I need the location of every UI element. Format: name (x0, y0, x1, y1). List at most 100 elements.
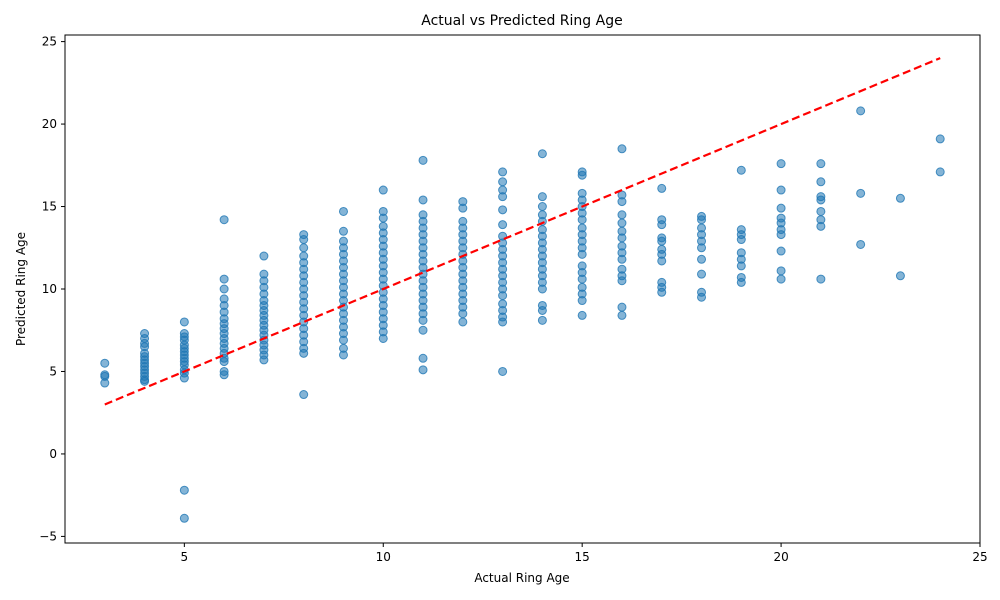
reference-line (104, 57, 941, 406)
data-point (657, 220, 667, 230)
data-point (458, 203, 468, 213)
data-point (219, 274, 229, 284)
data-point (537, 315, 547, 325)
data-point (418, 315, 428, 325)
data-point (697, 269, 707, 279)
data-point (498, 205, 508, 215)
data-point (577, 170, 587, 180)
data-point (657, 287, 667, 297)
data-point (338, 335, 348, 345)
data-point (697, 292, 707, 302)
data-point (418, 325, 428, 335)
data-point (378, 213, 388, 223)
data-point (498, 220, 508, 230)
x-tick-label: 5 (181, 550, 189, 564)
data-point (617, 302, 627, 312)
data-point (816, 206, 826, 216)
data-point (617, 197, 627, 207)
y-tick-label: 5 (49, 364, 57, 378)
data-point (537, 305, 547, 315)
data-point (895, 193, 905, 203)
data-point (577, 274, 587, 284)
data-point (657, 236, 667, 246)
data-point (219, 284, 229, 294)
data-point (219, 357, 229, 367)
x-tick-label: 20 (773, 550, 788, 564)
data-point (617, 310, 627, 320)
data-point (179, 485, 189, 495)
data-point (617, 233, 627, 243)
data-point (816, 274, 826, 284)
data-point (418, 353, 428, 363)
data-point (498, 192, 508, 202)
data-point (498, 291, 508, 301)
data-point (736, 235, 746, 245)
data-point (935, 167, 945, 177)
data-point (776, 159, 786, 169)
y-axis-ticks: −5 0 5 10 15 20 25 (39, 35, 65, 543)
data-point (577, 310, 587, 320)
data-point (776, 203, 786, 213)
data-point (100, 378, 110, 388)
data-point (179, 317, 189, 327)
data-point (378, 333, 388, 343)
data-point (498, 366, 508, 376)
x-axis-label: Actual Ring Age (474, 571, 569, 585)
data-point (816, 221, 826, 231)
data-point (577, 215, 587, 225)
data-point (458, 317, 468, 327)
data-point (259, 355, 269, 365)
chart-title: Actual vs Predicted Ring Age (421, 13, 622, 29)
data-point (776, 246, 786, 256)
data-point (816, 195, 826, 205)
data-point (537, 192, 547, 202)
y-tick-label: 25 (42, 35, 57, 49)
data-point (577, 296, 587, 306)
y-tick-label: 20 (42, 117, 57, 131)
data-point (179, 373, 189, 383)
data-point (617, 144, 627, 154)
data-point (697, 254, 707, 264)
data-point (617, 254, 627, 264)
data-point (299, 348, 309, 358)
data-point (378, 185, 388, 195)
data-point (657, 183, 667, 193)
data-point (617, 210, 627, 220)
data-point (935, 134, 945, 144)
data-point (338, 226, 348, 236)
data-point (895, 271, 905, 281)
data-point (617, 218, 627, 228)
data-point (219, 370, 229, 380)
data-point (418, 195, 428, 205)
data-point (299, 235, 309, 245)
data-point (537, 284, 547, 294)
data-point (100, 358, 110, 368)
data-point (418, 365, 428, 375)
y-axis-label: Predicted Ring Age (14, 232, 28, 346)
x-tick-label: 10 (376, 550, 391, 564)
data-point (458, 309, 468, 319)
data-point (816, 159, 826, 169)
data-point (697, 243, 707, 253)
data-point (657, 256, 667, 266)
data-point (498, 177, 508, 187)
x-axis-ticks: 5 10 15 20 25 (181, 543, 988, 564)
data-point (697, 215, 707, 225)
data-point (179, 513, 189, 523)
data-point (736, 277, 746, 287)
data-point (736, 261, 746, 271)
data-point (617, 276, 627, 286)
data-point (537, 202, 547, 212)
data-point (140, 376, 150, 386)
data-point (498, 317, 508, 327)
data-point (498, 167, 508, 177)
data-point (776, 185, 786, 195)
data-point (816, 177, 826, 187)
data-point (856, 239, 866, 249)
data-point (338, 206, 348, 216)
data-point (418, 155, 428, 165)
data-point (219, 215, 229, 225)
x-tick-label: 15 (575, 550, 590, 564)
